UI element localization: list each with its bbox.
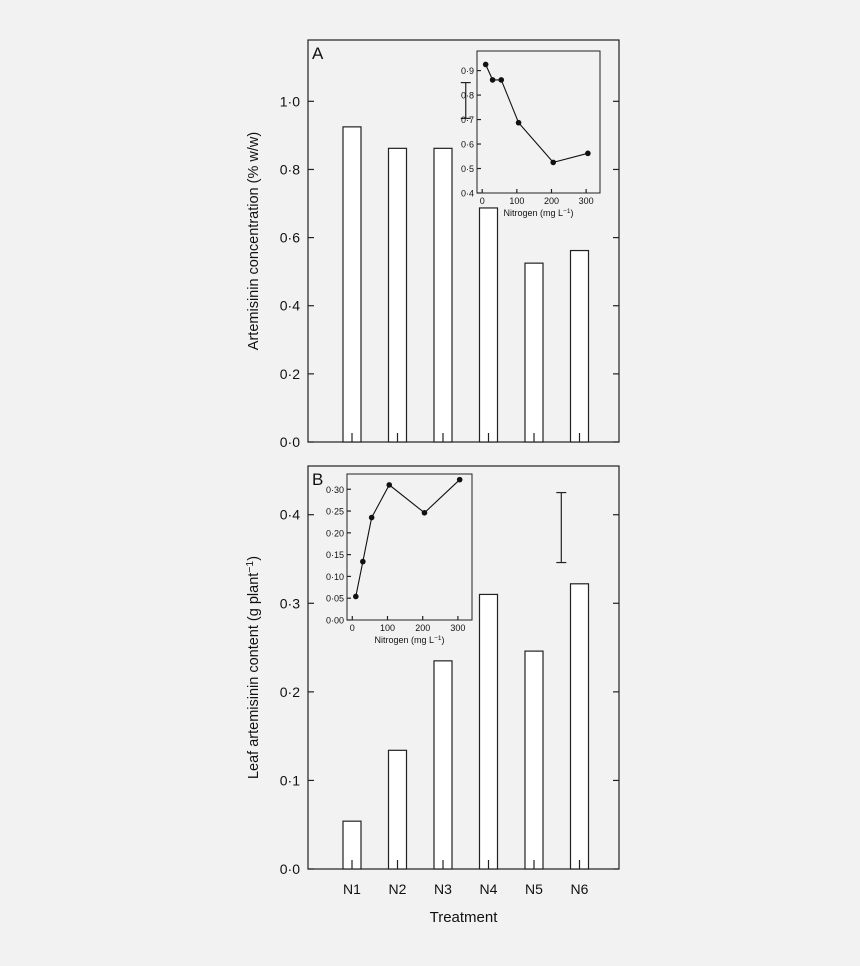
inset-x-tick-label: 200 (415, 623, 430, 633)
inset-x-tick-label: 0 (480, 196, 485, 206)
inset-y-tick-label: 0·25 (326, 507, 344, 517)
inset-x-tick-label: 200 (544, 196, 559, 206)
bar-n3 (433, 660, 453, 870)
bar-n1 (342, 126, 362, 443)
inset-point (515, 119, 522, 126)
inset-y-tick-label: 0·10 (326, 572, 344, 582)
x-tick-label: N6 (571, 881, 589, 897)
x-tick-label: N2 (389, 881, 407, 897)
inset-x-tick-label: 300 (579, 196, 594, 206)
inset-x-tick-label: 100 (509, 196, 524, 206)
bar-n3 (433, 147, 453, 443)
bar-n2 (387, 749, 408, 870)
x-tick-label: N4 (480, 881, 498, 897)
y-tick-label: 0·4 (280, 298, 300, 314)
plot-frame (307, 465, 620, 870)
inset-x-tick-label: 300 (450, 623, 465, 633)
panel-b-chart: B 0·0 0·1 0·2 0·3 0·4 N1 N2 N3 N4 N5 N6 Leaf artemis… (245, 465, 620, 926)
y-tick-label: 0·2 (280, 366, 300, 382)
bar-n6 (569, 583, 590, 870)
inset-y-tick-label: 0·15 (326, 550, 344, 560)
plot-frame (307, 39, 620, 443)
inset-x-axis-label: Nitrogen (mg L−1) (504, 208, 574, 219)
bar-n4 (478, 593, 499, 870)
inset-x-tick-label: 100 (380, 623, 395, 633)
x-tick-label: N5 (525, 881, 543, 897)
y-tick-label: 0·0 (280, 434, 300, 450)
inset-y-tick-label: 0·5 (461, 164, 474, 174)
inset-series-line (485, 64, 589, 164)
inset-point (386, 482, 393, 488)
inset-y-tick-label: 0·05 (326, 594, 344, 604)
y-tick-label: 0·0 (280, 861, 300, 877)
inset-point (482, 61, 489, 68)
inset-point (360, 558, 366, 565)
inset-y-tick-label: 0·6 (461, 140, 474, 150)
inset-y-tick-label: 0·00 (326, 616, 344, 626)
bar-n5 (524, 262, 544, 443)
inset-frame (476, 50, 601, 194)
y-axis-label: Leaf artemisinin content (g plant−1) (245, 556, 263, 779)
inset-y-tick-label: 0·8 (461, 91, 474, 101)
inset-point (456, 476, 463, 483)
x-tick-label: N1 (343, 881, 361, 897)
bar-n5 (524, 650, 544, 870)
inset-frame (346, 473, 473, 621)
inset-x-axis-label: Nitrogen (mg L−1) (375, 635, 445, 646)
x-tick-label: N3 (434, 881, 452, 897)
bar-n2 (387, 147, 408, 443)
inset-chart: 0·4 0·5 0·6 0·7 0·8 0·9 0 100 200 300 Nitrogen (mg… (461, 50, 601, 219)
y-tick-label: 0·1 (280, 772, 300, 788)
y-axis-label: Artemisinin concentration (% w/w) (246, 132, 262, 350)
y-tick-label: 1·0 (280, 93, 300, 109)
panel-a-chart: A 0·0 0·2 0·4 0·6 0·8 1·0 Artemisinin concentra… (246, 39, 620, 450)
y-tick-label: 0·4 (280, 507, 300, 523)
panel-label: B (312, 470, 323, 489)
inset-point (489, 77, 496, 83)
y-tick-label: 0·8 (280, 161, 300, 177)
inset-chart: 0·00 0·05 0·10 0·15 0·20 0·25 0·30 0 100 200 300 Ni… (326, 473, 473, 646)
inset-series-line (355, 479, 461, 597)
inset-point (550, 159, 557, 166)
inset-y-tick-label: 0·30 (326, 485, 344, 495)
inset-x-tick-label: 0 (350, 623, 355, 633)
inset-point (368, 514, 375, 521)
bar-n6 (569, 249, 590, 443)
panel-label: A (312, 44, 324, 63)
inset-y-tick-label: 0·9 (461, 66, 474, 76)
inset-point (498, 77, 505, 83)
y-tick-label: 0·2 (280, 684, 300, 700)
inset-y-tick-label: 0·4 (461, 189, 474, 199)
inset-y-tick-label: 0·7 (461, 115, 474, 125)
inset-y-tick-label: 0·20 (326, 528, 344, 538)
inset-point (585, 150, 591, 157)
y-tick-label: 0·3 (280, 595, 300, 611)
inset-point (353, 593, 359, 600)
x-axis-label: Treatment (430, 909, 499, 926)
inset-point (421, 509, 428, 516)
y-tick-label: 0·6 (280, 230, 300, 246)
bar-n4 (478, 207, 499, 443)
